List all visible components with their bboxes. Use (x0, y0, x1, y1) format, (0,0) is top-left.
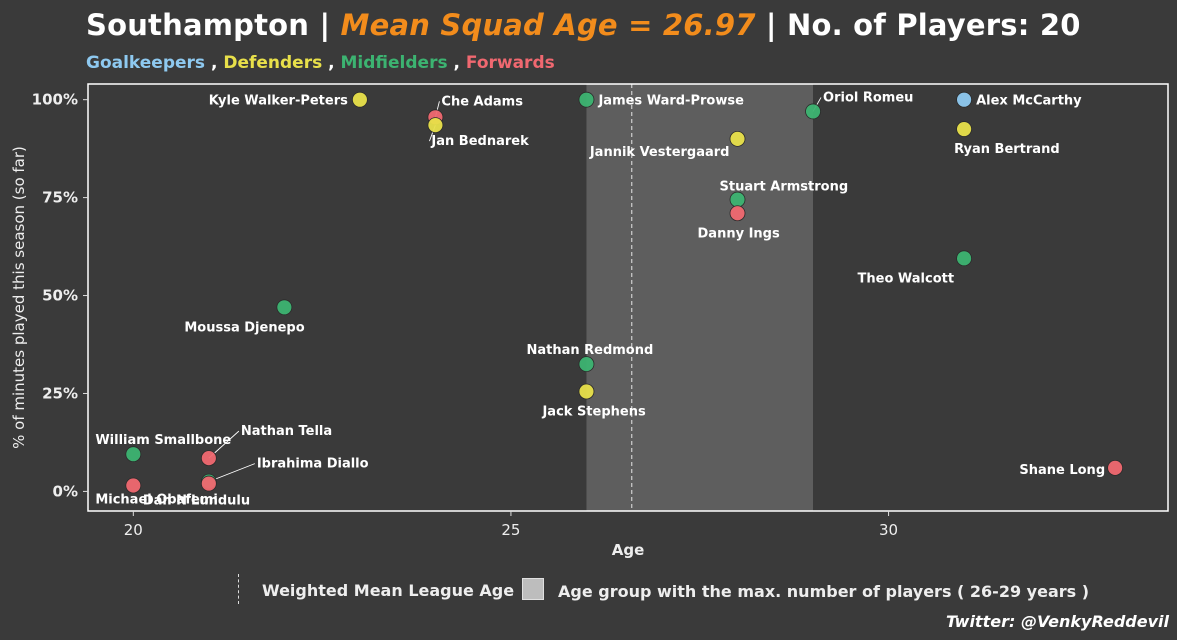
data-point (1107, 460, 1124, 476)
point-label: Che Adams (441, 94, 523, 109)
chart-title: Southampton | Mean Squad Age = 26.97 | N… (86, 8, 1081, 42)
legend-goalkeepers: Goalkeepers (86, 53, 206, 73)
legend-separator: , (322, 53, 341, 73)
data-point (125, 446, 142, 463)
point-label: Alex McCarthy (976, 94, 1082, 109)
data-point (956, 91, 972, 108)
label-leader (208, 463, 256, 483)
chart-legend: Weighted Mean League Age Age group with … (238, 572, 1098, 606)
point-label: Ryan Bertrand (954, 142, 1060, 157)
title-separator: | (309, 8, 341, 42)
point-label: Danny Ings (698, 226, 780, 241)
position-legend: Goalkeepers , Defenders , Midfielders , … (86, 53, 555, 73)
point-label: Nathan Redmond (526, 343, 653, 358)
legend-defenders: Defenders (223, 53, 323, 73)
y-axis: 0% 25% 50% 75% 100% (32, 91, 88, 500)
x-axis-label: Age (612, 541, 645, 559)
data-point (200, 450, 217, 467)
data-point (427, 117, 444, 134)
data-point (578, 91, 595, 108)
data-point (351, 91, 368, 108)
y-tick-label: 100% (32, 91, 78, 109)
age-band (586, 84, 814, 511)
legend-forwards: Forwards (465, 53, 555, 73)
x-tick-label: 30 (879, 521, 898, 539)
point-label: Nathan Tella (241, 424, 332, 439)
x-tick-label: 20 (124, 521, 143, 539)
data-point (729, 205, 746, 222)
y-tick-label: 25% (42, 384, 78, 402)
point-label: Dan N'Lundulu (143, 494, 250, 509)
title-player-count: No. of Players: 20 (786, 8, 1081, 42)
mean-line-label: Weighted Mean League Age (262, 581, 515, 600)
legend-midfielders: Midfielders (340, 53, 448, 73)
point-label: Oriol Romeu (823, 90, 913, 105)
title-separator: | (755, 8, 787, 42)
point-label: Stuart Armstrong (720, 180, 849, 195)
data-point (125, 477, 142, 494)
legend-separator: , (447, 53, 466, 73)
point-label: Jannik Vestergaard (589, 145, 730, 160)
point-labels: Kyle Walker-Peters Che Adams Jan Bednarek J… (95, 90, 1105, 508)
point-label: Moussa Djenepo (184, 320, 304, 335)
x-axis: 20 25 30 (124, 511, 898, 539)
band-key (522, 578, 544, 600)
point-label: Kyle Walker-Peters (209, 94, 348, 109)
x-tick-label: 25 (501, 521, 520, 539)
point-label: Jan Bednarek (430, 134, 529, 149)
y-tick-label: 50% (42, 287, 78, 305)
data-point (200, 475, 217, 492)
data-point (956, 250, 972, 267)
point-label: James Ward-Prowse (597, 94, 744, 109)
y-tick-label: 0% (53, 482, 78, 500)
point-label: William Smallbone (95, 433, 231, 448)
y-axis-label: % of minutes played this season (so far) (10, 146, 28, 449)
point-label: Ibrahima Diallo (257, 457, 369, 472)
credit: Twitter: @VenkyReddevil (945, 612, 1169, 631)
data-point (578, 383, 595, 400)
data-point (578, 356, 595, 372)
legend-separator: , (205, 53, 224, 73)
point-label: Jack Stephens (541, 405, 646, 420)
mean-line-key (238, 574, 243, 604)
title-mean-age: Mean Squad Age = 26.97 (340, 8, 756, 42)
data-points (125, 91, 1124, 494)
data-point (276, 299, 293, 316)
point-label: Michael Obafemi (95, 493, 218, 508)
band-label: Age group with the max. number of player… (558, 582, 1090, 601)
point-label: Theo Walcott (858, 271, 955, 286)
y-tick-label: 75% (42, 189, 78, 207)
data-point (729, 130, 746, 147)
data-point (805, 103, 821, 120)
plot-frame (87, 83, 1169, 512)
point-label: Shane Long (1019, 463, 1105, 478)
title-team: Southampton (86, 8, 310, 42)
data-point (956, 121, 972, 137)
